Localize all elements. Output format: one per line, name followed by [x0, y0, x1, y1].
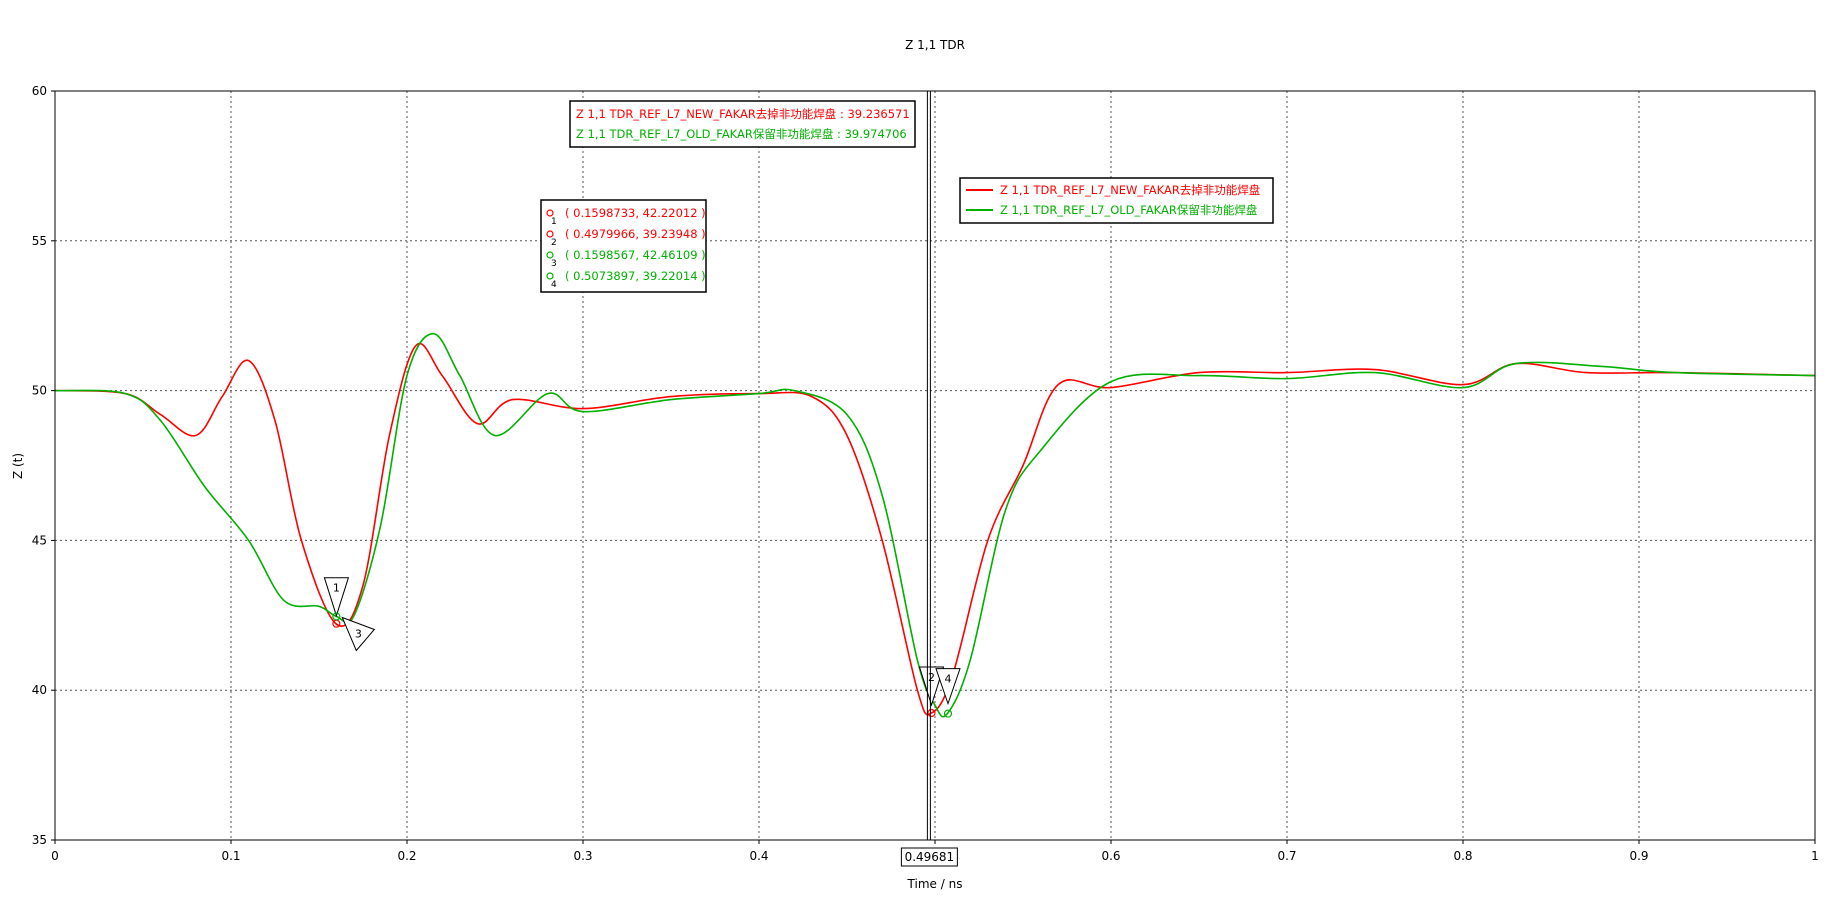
marker-table-value: ( 0.4979966, 39.23948 ) — [565, 227, 706, 241]
marker-flag-label: 2 — [928, 671, 935, 684]
cursor-readout-frame — [569, 100, 916, 148]
legend-entry-1: Z 1,1 TDR_REF_L7_NEW_FAKAR去掉非功能焊盘 — [1000, 183, 1260, 197]
marker-table-frame — [540, 199, 707, 293]
cursor-readout-text: Z 1,1 TDR_REF_L7_NEW_FAKAR去掉非功能焊盘 : 39.2… — [576, 107, 910, 121]
x-tick-label: 0.4 — [749, 849, 768, 863]
cursor[interactable]: 0.49681 — [900, 91, 958, 867]
cursor-readout-box: Z 1,1 TDR_REF_L7_NEW_FAKAR去掉非功能焊盘 : 39.2… — [569, 100, 916, 148]
y-tick-label: 55 — [32, 234, 47, 248]
marker-flag-4[interactable] — [935, 668, 961, 706]
marker-table-id: 4 — [551, 280, 557, 290]
y-tick-label: 35 — [32, 833, 47, 847]
marker-flag-label: 1 — [333, 582, 340, 595]
x-tick-label: 0.3 — [573, 849, 592, 863]
x-tick-label: 0.2 — [397, 849, 416, 863]
marker-flag-1[interactable] — [323, 577, 350, 618]
y-tick-label: 45 — [32, 533, 47, 547]
marker-flag-label: 4 — [945, 673, 952, 686]
x-tick-label: 0.6 — [1101, 849, 1120, 863]
y-tick-label: 60 — [32, 84, 47, 98]
marker-point-4[interactable] — [943, 709, 953, 718]
x-tick-label: 0.1 — [221, 849, 240, 863]
x-tick-label: 0 — [51, 849, 59, 863]
marker-point-2[interactable] — [927, 708, 936, 718]
marker-table-symbol — [546, 230, 554, 238]
legend-entry-2: Z 1,1 TDR_REF_L7_OLD_FAKAR保留非功能焊盘 — [1000, 203, 1257, 217]
marker-table-box: 1 ( 0.1598733, 42.22012 ) 2 ( 0.4979966, 39… — [540, 199, 707, 293]
series-line-1 — [54, 342, 1816, 716]
legend-frame — [959, 177, 1274, 224]
marker-table-symbol — [546, 209, 554, 217]
marker-flag-3[interactable] — [341, 616, 376, 652]
x-tick-label: 0.7 — [1277, 849, 1296, 863]
y-axis: 35 40 45 50 55 60 — [32, 84, 55, 847]
x-tick-label: 0.9 — [1629, 849, 1648, 863]
marker-table-value: ( 0.1598733, 42.22012 ) — [565, 206, 706, 220]
x-axis-label: Time / ns — [907, 877, 963, 891]
x-axis: 00.10.20.30.40.50.60.70.80.91 — [51, 840, 1819, 863]
cursor-readout-text: Z 1,1 TDR_REF_L7_OLD_FAKAR保留非功能焊盘 : 39.9… — [576, 127, 907, 141]
marker-table-symbol — [546, 251, 554, 259]
marker-table-symbol — [546, 272, 554, 280]
marker-table-id: 2 — [551, 238, 557, 248]
chart-title: Z 1,1 TDR — [905, 38, 965, 52]
marker-table-value: ( 0.1598567, 42.46109 ) — [565, 248, 706, 262]
marker-flag-label: 3 — [355, 627, 362, 640]
x-tick-label: 0.8 — [1453, 849, 1472, 863]
marker-flag-2[interactable] — [918, 666, 945, 707]
y-axis-label: Z (t) — [11, 453, 25, 479]
series-layer — [54, 332, 1816, 718]
legend: Z 1,1 TDR_REF_L7_NEW_FAKAR去掉非功能焊盘 Z 1,1 T… — [959, 177, 1274, 224]
marker-layer: 1 2 3 4 — [323, 577, 961, 718]
marker-table-value: ( 0.5073897, 39.22014 ) — [565, 269, 706, 283]
cursor-value-label: 0.49681 — [905, 850, 955, 864]
y-tick-label: 40 — [32, 683, 47, 697]
y-tick-label: 50 — [32, 384, 47, 398]
series-line-2 — [54, 332, 1816, 718]
cursor-value-box[interactable] — [900, 847, 958, 867]
grid — [55, 91, 1815, 840]
x-tick-label: 1 — [1811, 849, 1819, 863]
marker-table-id: 1 — [551, 217, 557, 227]
marker-table-id: 3 — [551, 259, 557, 269]
marker-point-3[interactable] — [332, 612, 341, 621]
